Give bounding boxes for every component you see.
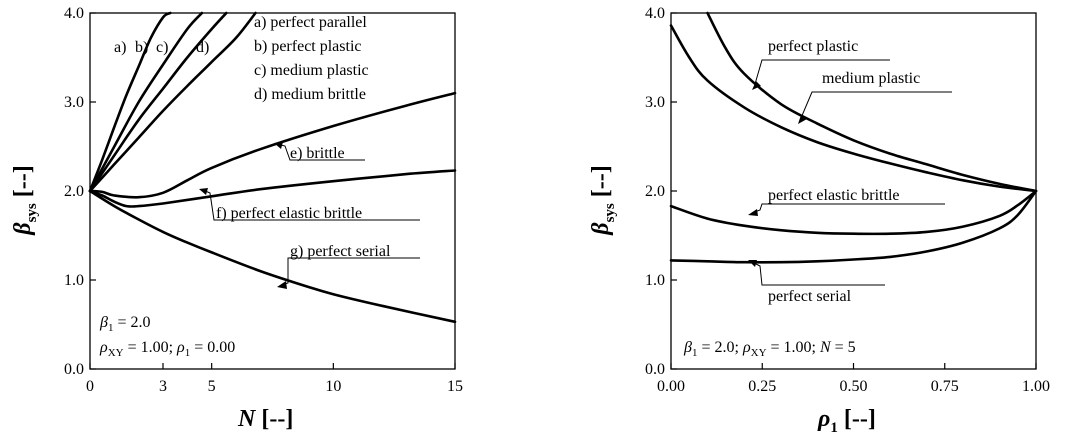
right-series-medium-plastic — [669, 24, 1038, 193]
left-ytick-label: 0.0 — [64, 361, 84, 378]
right-params-line: β1 = 2.0; ρXY = 1.00; N = 5 — [683, 339, 856, 359]
right-ytick-label: 1.0 — [645, 272, 665, 289]
left-y-axis-title: βsys [--] — [10, 165, 40, 235]
left-ytick-label: 1.0 — [64, 272, 84, 289]
right-series-curves — [669, 11, 1038, 264]
label-medium-plastic: medium plastic — [822, 70, 920, 87]
leader-perfect-plastic — [754, 59, 890, 85]
leader-peb-arrow — [748, 209, 758, 216]
left-xtick-label: 10 — [325, 378, 341, 395]
right-series-perfect-elastic-brittle — [669, 189, 1038, 236]
right-xtick-label: 0.25 — [748, 378, 776, 395]
left-series-d-medium-brittle — [88, 11, 257, 193]
left-axis-ticks: 0.0 1.0 2.0 3.0 4.0 0 3 5 10 15 — [64, 5, 463, 395]
left-xtick-label: 5 — [208, 378, 216, 395]
left-ytick-label: 2.0 — [64, 183, 84, 200]
leader-medium-plastic-arrow — [798, 115, 807, 124]
left-chart-panel: 0.0 1.0 2.0 3.0 4.0 0 3 5 10 15 a) b) c) d) a) pe… — [10, 5, 463, 432]
right-ytick-label: 0.0 — [645, 361, 665, 378]
leader-ps-arrow — [748, 260, 757, 267]
left-xtick-label: 15 — [447, 378, 463, 395]
right-ytick-label: 3.0 — [645, 94, 665, 111]
label-g-perfect-serial: g) perfect serial — [290, 243, 391, 260]
right-series-perfect-serial — [669, 189, 1038, 264]
left-ytick-label: 3.0 — [64, 94, 84, 111]
right-x-axis-title: ρ1 [--] — [817, 406, 876, 436]
left-series-e-brittle — [88, 91, 457, 199]
left-series-curves — [88, 11, 457, 324]
leader-g-arrow — [277, 281, 287, 289]
right-chart-panel: 0.0 1.0 2.0 3.0 4.0 0.00 0.25 0.50 0.75 1.00 perf… — [588, 5, 1050, 436]
curve-tag-d: d) — [196, 39, 209, 56]
right-xtick-label: 0.50 — [840, 378, 868, 395]
label-perfect-serial: perfect serial — [768, 288, 852, 305]
right-xtick-label: 0.00 — [657, 378, 685, 395]
left-params-line-2: ρXY = 1.00; ρ1 = 0.00 — [99, 339, 235, 359]
left-series-b-perfect-plastic — [88, 11, 204, 193]
right-y-axis-title: βsys [--] — [588, 165, 618, 235]
label-f-perfect-elastic-brittle: f) perfect elastic brittle — [216, 205, 362, 222]
left-params-line-1: β1 = 2.0 — [99, 314, 151, 334]
left-xtick-label: 3 — [159, 378, 167, 395]
label-perfect-elastic-brittle: perfect elastic brittle — [768, 187, 899, 204]
leader-g — [280, 257, 420, 286]
right-axis-ticks: 0.0 1.0 2.0 3.0 4.0 0.00 0.25 0.50 0.75 1.00 — [645, 5, 1050, 395]
left-series-c-medium-plastic — [88, 11, 228, 193]
left-series-a-perfect-parallel — [88, 11, 172, 193]
leader-medium-plastic — [800, 91, 952, 119]
label-e-brittle: e) brittle — [290, 145, 345, 162]
leader-perfect-plastic-arrow — [752, 81, 761, 90]
legend-entry-d: d) medium brittle — [254, 86, 366, 103]
left-xtick-label: 0 — [86, 378, 94, 395]
left-series-f-perfect-elastic-brittle — [88, 169, 457, 208]
leader-f-arrow — [199, 188, 208, 195]
right-xtick-label: 0.75 — [931, 378, 959, 395]
label-perfect-plastic: perfect plastic — [768, 38, 858, 55]
leader-e-arrow — [274, 142, 283, 149]
left-x-axis-title: N [--] — [237, 406, 293, 432]
right-ytick-label: 4.0 — [645, 5, 665, 22]
legend-entry-a: a) perfect parallel — [254, 14, 367, 31]
leader-perfect-elastic-brittle — [751, 203, 945, 214]
curve-tag-b: b) — [135, 39, 148, 56]
leader-perfect-serial — [751, 261, 885, 286]
right-ytick-label: 2.0 — [645, 183, 665, 200]
right-series-perfect-plastic — [706, 11, 1038, 193]
curve-tag-c: c) — [156, 39, 168, 56]
legend-entry-b: b) perfect plastic — [254, 38, 362, 55]
right-xtick-label: 1.00 — [1022, 378, 1050, 395]
left-ytick-label: 4.0 — [64, 5, 84, 22]
left-series-g-perfect-serial — [88, 189, 457, 324]
curve-tag-a: a) — [114, 39, 126, 56]
legend-entry-c: c) medium plastic — [254, 62, 369, 79]
